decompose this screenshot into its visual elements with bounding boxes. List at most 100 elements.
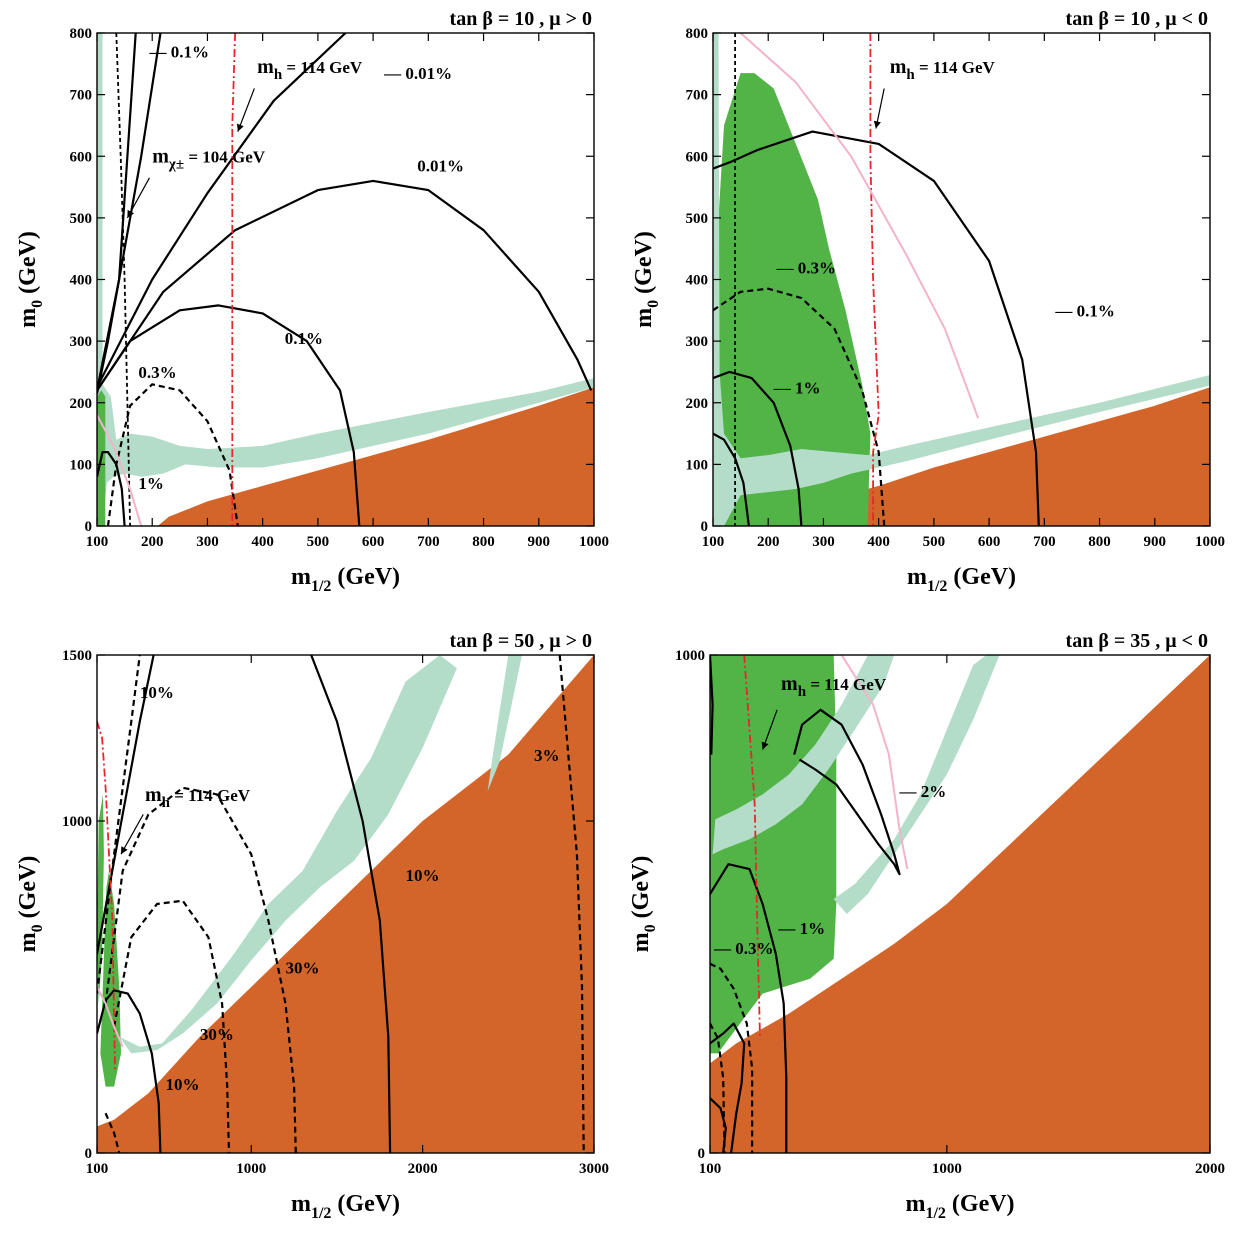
plot-area (713, 33, 1210, 526)
curve-higgs-9 (97, 721, 116, 1071)
panel-2: 100 200 300 400 500 600 700 800 900 1000010020030… (631, 8, 1225, 595)
x-tick-label: 600 (978, 534, 1001, 550)
curve-contour-dashed-7 (710, 1022, 726, 1153)
y-tick-label: 700 (70, 88, 93, 104)
y-tick-label: 200 (686, 396, 709, 412)
y-tick-label: 800 (70, 26, 93, 42)
y-tick-label: 800 (686, 26, 709, 42)
x-tick-label: 800 (472, 534, 495, 550)
curve-bsg-10 (97, 986, 124, 1048)
contour-label: — 2% (898, 782, 946, 801)
y-tick-label: 600 (686, 149, 709, 165)
contour-label: 10% (405, 866, 439, 885)
panel-4: 100 1000 2000 0 1000 tan β = 35 , μ < 0 m1/2 (… (628, 630, 1225, 1222)
region-g2_band-2 (710, 655, 837, 1054)
curve-contour-2 (97, 33, 137, 394)
x-tick-label: 800 (1088, 534, 1111, 550)
y-tick-label: 400 (70, 273, 93, 289)
y-tick-label: 300 (686, 334, 709, 350)
x-tick-label: 700 (417, 534, 440, 550)
x-axis-label: m1/2 (GeV) (905, 1191, 1014, 1222)
x-tick-label: 100 (86, 1161, 109, 1177)
curve-contour-3 (97, 33, 347, 388)
y-tick-label: 700 (686, 88, 709, 104)
y-axis-label: m0 (GeV) (631, 231, 662, 328)
line-callout-label: mh = 114 GeV (890, 56, 996, 83)
y-tick-label: 300 (70, 334, 93, 350)
callout-arrow (237, 88, 255, 132)
y-tick-label: 600 (70, 149, 93, 165)
y-tick-label: 0 (698, 1146, 706, 1162)
curve-contour-2 (713, 370, 803, 526)
panel-1: 100 200 300 400 500 600 700 800 900 1000010020030… (15, 8, 609, 595)
contour-label: 3% (534, 746, 560, 765)
y-tick-label: 0 (85, 1146, 93, 1162)
panel-title: tan β = 10 , μ > 0 (450, 8, 592, 30)
line-callout-label: mχ± = 104 GeV (152, 145, 266, 172)
contour-label: — 0.1% (1054, 301, 1115, 320)
region-relic-3 (713, 33, 1210, 526)
x-tick-label: 500 (307, 534, 330, 550)
x-tick-label: 1000 (932, 1161, 962, 1177)
curve-contour-dashed-7 (104, 1112, 121, 1153)
x-tick-label: 1000 (236, 1161, 266, 1177)
region-g2_band-3 (97, 794, 104, 1004)
x-tick-label: 100 (702, 534, 725, 550)
x-tick-label: 700 (1033, 534, 1056, 550)
x-tick-label: 500 (923, 534, 946, 550)
x-tick-label: 200 (141, 534, 164, 550)
line-callout-label: mh = 114 GeV (781, 673, 887, 700)
callout-arrowhead (127, 209, 134, 218)
x-axis-label: m1/2 (GeV) (291, 564, 400, 595)
x-tick-label: 900 (1144, 534, 1167, 550)
callout-arrowhead (761, 741, 769, 750)
region-g2_band-2 (715, 73, 871, 526)
region-excluded-1 (152, 387, 594, 526)
panel-title: tan β = 10 , μ < 0 (1066, 8, 1208, 30)
curve-higgs-8 (743, 655, 761, 1039)
y-tick-label: 100 (686, 457, 709, 473)
x-tick-label: 400 (867, 534, 890, 550)
callout-arrowhead (873, 120, 881, 129)
x-tick-label: 2000 (408, 1161, 438, 1177)
callout-arrow (126, 177, 150, 219)
curve-bsg-10 (97, 414, 143, 526)
y-axis-label: m0 (GeV) (15, 856, 46, 953)
y-tick-label: 1000 (62, 814, 92, 830)
x-tick-label: 2000 (1195, 1161, 1225, 1177)
y-axis-label: m0 (GeV) (15, 231, 46, 328)
curve-bsg-7 (739, 33, 980, 419)
callout-arrowhead (120, 846, 128, 855)
curve-contour-1 (710, 655, 714, 755)
y-axis-label: m0 (GeV) (628, 856, 659, 953)
curve-contour-6 (97, 451, 126, 526)
x-tick-label: 100 (699, 1161, 722, 1177)
contour-label: — 0.3% (713, 939, 774, 958)
curve-chargino-8 (115, 33, 131, 526)
line-callout-label: mh = 114 GeV (145, 784, 251, 811)
region-relic-3 (712, 655, 895, 855)
plot-frame (709, 654, 1211, 1154)
curve-contour-2 (710, 863, 788, 1153)
region-relic-5 (487, 655, 522, 792)
contour-label: — 0.01% (383, 64, 452, 83)
curve-contour-1 (713, 130, 1040, 526)
contour-label: 0.01% (417, 157, 464, 176)
plot-area (97, 655, 594, 1153)
contour-label: 0.1% (285, 329, 323, 348)
x-tick-label: 400 (251, 534, 274, 550)
curve-contour-2 (310, 655, 392, 1153)
curve-contour-1 (97, 655, 155, 954)
curve-contour-dashed-4 (97, 655, 141, 994)
curve-contour-dashed-4 (713, 287, 886, 526)
contour-label: 30% (200, 1025, 234, 1044)
curve-bsg-9 (840, 655, 909, 870)
y-tick-label: 500 (70, 211, 93, 227)
curve-contour-3 (710, 1022, 746, 1153)
callout-arrowhead (236, 123, 244, 132)
x-tick-label: 300 (196, 534, 219, 550)
curve-contour-3 (713, 432, 750, 526)
curve-higgs-9 (231, 33, 236, 526)
contour-label: 30% (286, 959, 320, 978)
contour-label: 10% (166, 1075, 200, 1094)
